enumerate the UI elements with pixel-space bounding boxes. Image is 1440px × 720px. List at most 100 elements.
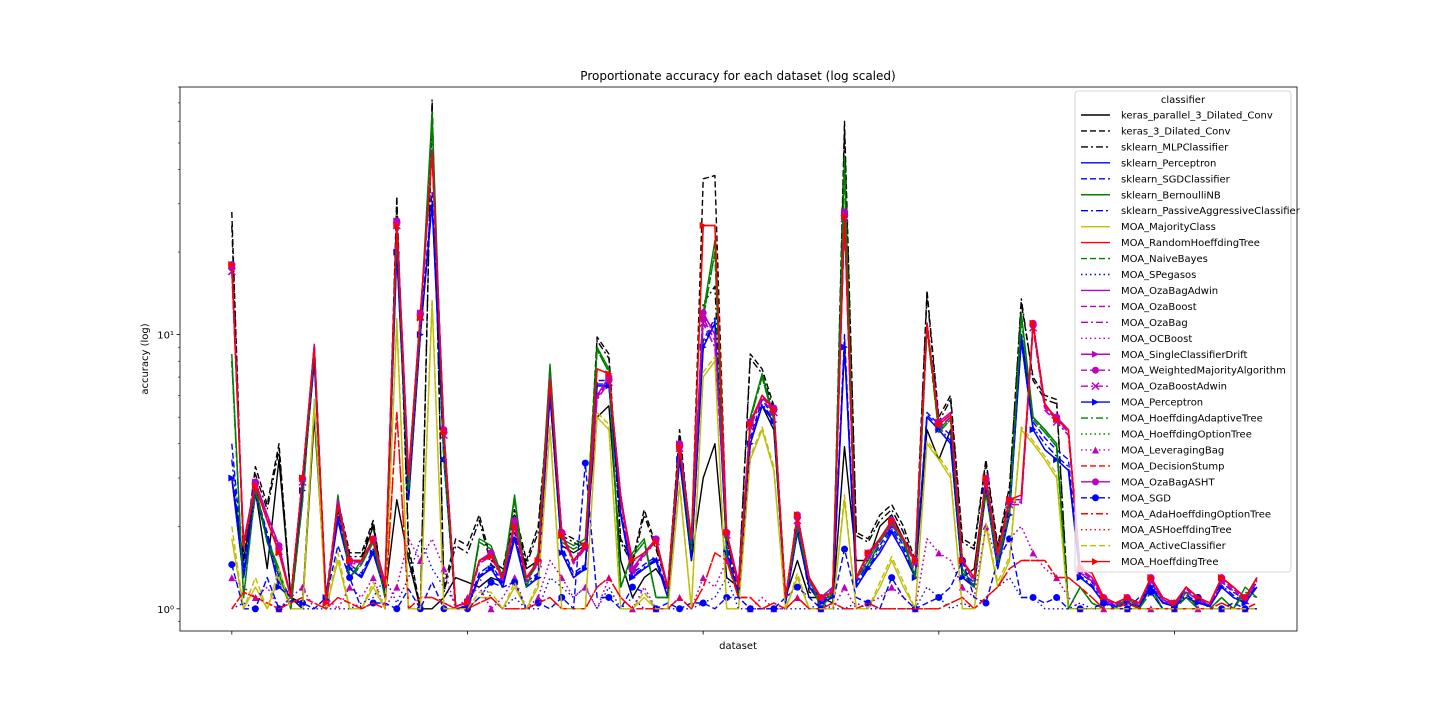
legend-marker	[1092, 350, 1099, 358]
data-point	[676, 443, 684, 451]
legend-entry: sklearn_BernoulliNB	[1081, 190, 1221, 201]
legend-marker	[1091, 382, 1100, 391]
data-point	[511, 535, 519, 543]
legend-entry: MOA_OzaBoostAdwin	[1081, 382, 1227, 393]
data-point	[1076, 574, 1084, 582]
legend-entry: MOA_SingleClassifierDrift	[1081, 350, 1247, 361]
legend-label: MOA_ASHoeffdingTree	[1121, 525, 1232, 536]
data-point	[1170, 599, 1178, 607]
chart-title: Proportionate accuracy for each dataset …	[580, 69, 895, 83]
data-point	[511, 522, 519, 530]
data-point	[723, 528, 731, 536]
data-point	[251, 482, 259, 490]
data-point	[1029, 426, 1037, 434]
data-point	[1029, 549, 1037, 557]
legend-entry: MOA_SGD	[1081, 493, 1171, 504]
data-point	[558, 532, 566, 540]
data-point	[864, 565, 872, 573]
y-axis-label: accuracy (log)	[140, 323, 151, 394]
legend-entry: MOA_OzaBagASHT	[1081, 477, 1215, 488]
data-point	[982, 474, 990, 482]
data-point	[1147, 588, 1155, 596]
legend-label: MOA_SGD	[1121, 493, 1171, 504]
legend-label: MOA_OzaBoost	[1121, 302, 1197, 313]
legend-entry: MOA_OCBoost	[1081, 334, 1192, 345]
data-point	[581, 565, 589, 573]
legend-label: sklearn_SGDClassifier	[1121, 174, 1231, 185]
legend-entry: MOA_RandomHoeffdingTree	[1081, 238, 1260, 249]
y-tick-label: 10¹	[157, 331, 174, 342]
legend-label: MOA_ActiveClassifier	[1121, 541, 1227, 552]
data-point	[770, 605, 778, 613]
data-point	[1194, 599, 1202, 607]
legend-label: MOA_SPegasos	[1121, 270, 1196, 281]
data-point	[487, 553, 495, 561]
data-point	[911, 557, 919, 565]
legend-label: MOA_RandomHoeffdingTree	[1121, 238, 1260, 249]
data-point	[534, 593, 542, 601]
data-point	[346, 574, 354, 582]
data-point	[888, 583, 896, 591]
data-point	[487, 605, 495, 613]
data-point	[746, 421, 754, 429]
data-point	[1147, 574, 1155, 582]
legend-label: sklearn_BernoulliNB	[1121, 190, 1221, 201]
data-point	[793, 511, 801, 519]
data-point	[558, 549, 566, 557]
y-tick-label: 10⁰	[157, 605, 174, 616]
legend-marker	[1092, 558, 1099, 566]
legend-label: MOA_OCBoost	[1121, 334, 1192, 345]
legend-frame	[1074, 90, 1292, 573]
data-point	[228, 474, 236, 482]
legend-entry: MOA_Perceptron	[1081, 398, 1203, 409]
data-point	[1170, 605, 1178, 613]
legend-entry: MOA_SPegasos	[1081, 270, 1196, 281]
legend-entry: keras_3_Dilated_Conv	[1081, 126, 1231, 137]
data-point	[864, 549, 872, 557]
data-point	[393, 583, 401, 591]
data-point	[1241, 599, 1249, 607]
legend-label: sklearn_Perceptron	[1121, 158, 1216, 169]
data-point	[888, 516, 896, 524]
legend-label: sklearn_MLPClassifier	[1121, 142, 1229, 153]
legend-entry: MOA_MajorityClass	[1081, 222, 1216, 233]
data-point	[369, 549, 377, 557]
data-point	[888, 528, 896, 536]
data-point	[628, 583, 636, 591]
legend-label: MOA_Perceptron	[1121, 398, 1203, 409]
series-line-MOA_ActiveClassifier	[231, 298, 1257, 610]
data-point	[628, 574, 636, 582]
data-point	[228, 561, 236, 569]
y-axis: 10⁰ 10¹	[157, 86, 180, 622]
data-point	[982, 599, 990, 607]
data-point	[346, 583, 354, 591]
data-point	[841, 583, 849, 591]
data-point	[511, 516, 519, 524]
legend-entry: MOA_OzaBagAdwin	[1081, 286, 1218, 297]
legend-label: MOA_MajorityClass	[1121, 222, 1216, 233]
data-point	[393, 605, 401, 613]
data-point	[416, 314, 424, 322]
data-point	[770, 406, 778, 414]
data-point	[487, 578, 495, 586]
data-point	[534, 557, 542, 565]
data-point	[699, 574, 707, 582]
legend-label: MOA_HoeffdingAdaptiveTree	[1121, 414, 1263, 425]
data-point	[511, 578, 519, 586]
legend: classifier keras_parallel_3_Dilated_Conv…	[1074, 90, 1301, 573]
data-point	[699, 222, 707, 230]
legend-label: MOA_OzaBagAdwin	[1121, 286, 1218, 297]
data-point	[1147, 583, 1155, 591]
data-point	[935, 426, 943, 434]
legend-entry: MOA_AdaHoeffdingOptionTree	[1081, 509, 1271, 520]
data-point	[1006, 496, 1014, 504]
legend-items: keras_parallel_3_Dilated_Conv keras_3_Dil…	[1081, 111, 1301, 568]
data-point	[228, 261, 236, 269]
data-point	[1053, 416, 1061, 424]
legend-marker	[1092, 446, 1099, 454]
legend-label: MOA_OzaBag	[1121, 318, 1188, 329]
data-point	[369, 574, 377, 582]
legend-marker	[1092, 366, 1099, 374]
legend-label: MOA_HoeffdingTree	[1121, 557, 1219, 568]
legend-label: sklearn_PassiveAggressiveClassifier	[1121, 206, 1301, 217]
